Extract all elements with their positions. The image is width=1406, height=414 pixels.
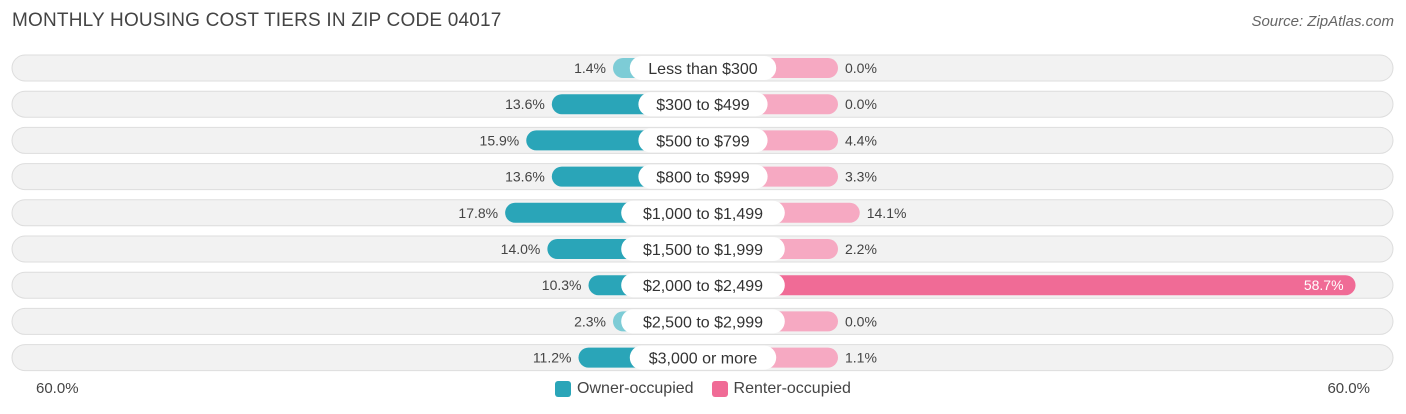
owner-value-label: 13.6% bbox=[505, 96, 545, 112]
legend-item-owner[interactable]: Owner-occupied bbox=[555, 380, 694, 398]
category-pill bbox=[629, 345, 777, 370]
renter-value-label: 4.4% bbox=[845, 132, 877, 148]
category-pill bbox=[629, 56, 777, 80]
category-label: $2,500 to $2,999 bbox=[643, 314, 763, 331]
category-label: $500 to $799 bbox=[656, 133, 750, 150]
category-label: $1,000 to $1,499 bbox=[643, 206, 763, 223]
category-pill bbox=[621, 273, 785, 298]
owner-value-label: 10.3% bbox=[542, 277, 582, 293]
category-pill bbox=[638, 128, 768, 153]
legend-renter-label: Renter-occupied bbox=[733, 380, 851, 397]
owner-value-label: 1.4% bbox=[574, 60, 606, 76]
legend-item-renter[interactable]: Renter-occupied bbox=[711, 380, 851, 398]
renter-value-label: 58.7% bbox=[1304, 277, 1344, 293]
category-pill bbox=[621, 237, 785, 261]
legend-owner-label: Owner-occupied bbox=[577, 380, 694, 397]
category-label: $3,000 or more bbox=[649, 351, 758, 368]
owner-value-label: 11.2% bbox=[533, 350, 572, 366]
category-pill bbox=[638, 92, 768, 117]
legend: Owner-occupied Renter-occupied bbox=[0, 378, 1406, 400]
category-pill bbox=[621, 200, 785, 225]
category-label: $2,000 to $2,499 bbox=[643, 278, 763, 295]
axis-left-label: 60.0% bbox=[36, 380, 79, 397]
renter-swatch-icon bbox=[711, 381, 728, 397]
category-label: $800 to $999 bbox=[656, 170, 750, 187]
owner-value-label: 14.0% bbox=[501, 241, 541, 257]
renter-value-label: 0.0% bbox=[845, 60, 877, 76]
owner-value-label: 15.9% bbox=[480, 132, 520, 148]
renter-value-label: 0.0% bbox=[845, 313, 877, 329]
owner-swatch-icon bbox=[555, 381, 572, 397]
renter-value-label: 1.1% bbox=[845, 350, 877, 366]
category-label: $1,500 to $1,999 bbox=[643, 242, 763, 259]
owner-value-label: 17.8% bbox=[458, 205, 498, 221]
renter-value-label: 2.2% bbox=[845, 241, 877, 257]
chart-source: Source: ZipAtlas.com bbox=[1251, 13, 1394, 30]
category-label: $300 to $499 bbox=[656, 97, 750, 114]
owner-value-label: 2.3% bbox=[574, 313, 606, 329]
category-pill bbox=[638, 164, 768, 189]
category-pill bbox=[621, 309, 785, 334]
renter-value-label: 14.1% bbox=[867, 205, 907, 221]
renter-value-label: 3.3% bbox=[845, 169, 877, 185]
category-label: Less than $300 bbox=[648, 61, 758, 78]
owner-value-label: 13.6% bbox=[505, 169, 545, 185]
renter-bar bbox=[703, 275, 1356, 296]
renter-value-label: 0.0% bbox=[845, 96, 877, 112]
chart-title: MONTHLY HOUSING COST TIERS IN ZIP CODE 0… bbox=[12, 10, 502, 31]
axis-right-label: 60.0% bbox=[1327, 380, 1370, 397]
